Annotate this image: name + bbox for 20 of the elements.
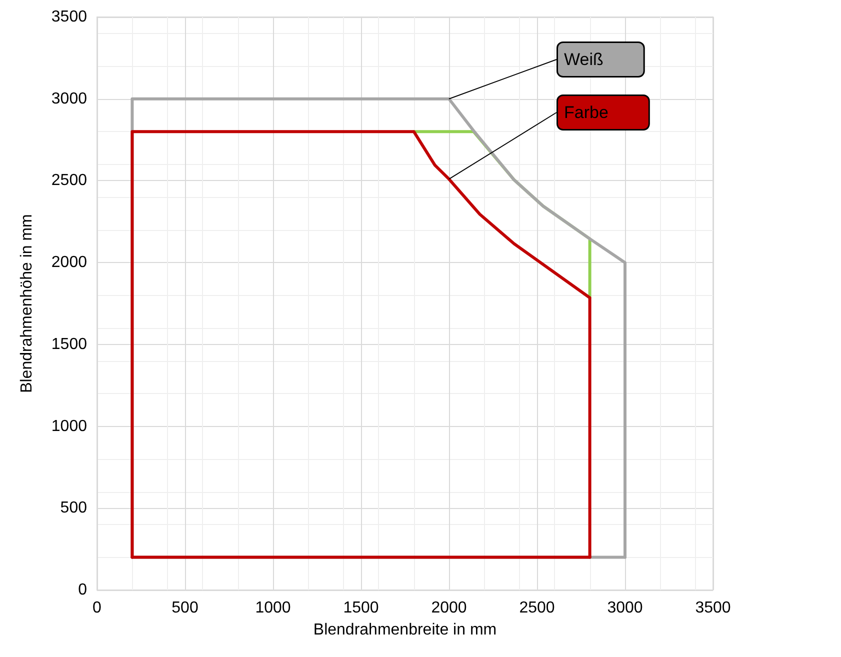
- x-tick-label: 3500: [695, 600, 731, 616]
- y-tick-label: 500: [60, 500, 88, 517]
- y-tick-label: 0: [78, 582, 88, 598]
- x-axis-title: Blendrahmenbreite in mm: [313, 622, 497, 638]
- y-axis-title: Blendrahmenhöhe in mm: [18, 214, 36, 393]
- x-tick-label: 0: [92, 600, 102, 616]
- y-tick-label: 2500: [51, 172, 88, 190]
- x-tick-label: 1000: [255, 600, 291, 616]
- x-tick-label: 2500: [519, 600, 555, 616]
- x-tick-label: 3000: [607, 600, 643, 616]
- x-tick-label: 2000: [431, 600, 467, 616]
- y-tick-label: 3500: [51, 8, 88, 26]
- text: Weiß: [564, 50, 604, 69]
- x-tick-label: 1500: [343, 600, 379, 616]
- y-tick-label: 1000: [51, 418, 88, 435]
- y-tick-label: 3000: [51, 90, 88, 108]
- y-tick-label: 2000: [51, 254, 88, 272]
- text: Farbe: [564, 103, 608, 122]
- y-tick-label: 1500: [51, 336, 88, 353]
- x-tick-label: 500: [172, 600, 198, 616]
